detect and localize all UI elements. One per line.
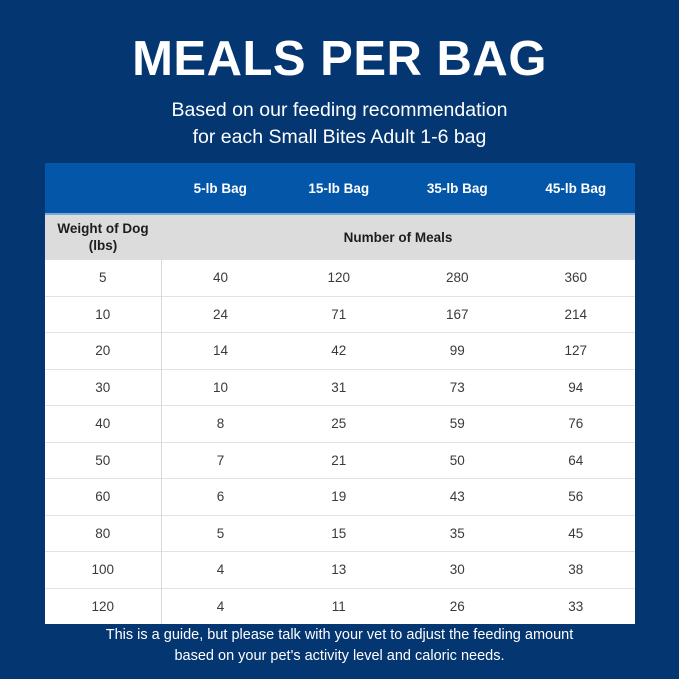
table-subheader-row: Weight of Dog (lbs) Number of Meals bbox=[45, 213, 635, 260]
cell-meals-15lb: 13 bbox=[279, 551, 398, 588]
cell-meals-15lb: 120 bbox=[279, 260, 398, 296]
page-title: MEALS PER BAG bbox=[132, 32, 547, 86]
weight-header-line-2: (lbs) bbox=[88, 237, 118, 253]
cell-meals-15lb: 42 bbox=[279, 332, 398, 369]
table-head: 5-lb Bag 15-lb Bag 35-lb Bag 45-lb Bag W… bbox=[45, 163, 635, 260]
cell-meals-35lb: 280 bbox=[398, 260, 517, 296]
cell-meals-35lb: 167 bbox=[398, 295, 517, 333]
cell-meals-15lb: 19 bbox=[279, 478, 398, 515]
cell-meals-5lb: 8 bbox=[161, 405, 280, 442]
cell-meals-45lb: 94 bbox=[516, 368, 635, 406]
table-row: 50 7 21 50 64 bbox=[45, 441, 635, 479]
table-row: 60 6 19 43 56 bbox=[45, 478, 635, 515]
table-row: 20 14 42 99 127 bbox=[45, 332, 635, 369]
cell-meals-5lb: 10 bbox=[161, 368, 280, 406]
cell-meals-15lb: 11 bbox=[279, 587, 398, 624]
cell-weight: 30 bbox=[45, 368, 162, 406]
cell-meals-35lb: 30 bbox=[398, 551, 517, 588]
cell-meals-15lb: 71 bbox=[279, 295, 398, 333]
footer-line-1: This is a guide, but please talk with yo… bbox=[105, 627, 574, 643]
cell-meals-45lb: 45 bbox=[516, 514, 635, 552]
cell-meals-35lb: 59 bbox=[398, 405, 517, 442]
cell-meals-45lb: 64 bbox=[516, 441, 635, 479]
cell-weight: 60 bbox=[45, 478, 162, 515]
cell-meals-45lb: 76 bbox=[516, 405, 635, 442]
cell-weight: 80 bbox=[45, 514, 162, 552]
cell-meals-35lb: 99 bbox=[398, 332, 517, 369]
table-row: 30 10 31 73 94 bbox=[45, 368, 635, 406]
cell-meals-45lb: 214 bbox=[516, 295, 635, 333]
cell-weight: 20 bbox=[45, 332, 162, 369]
column-header-bag-15lb: 15-lb Bag bbox=[279, 163, 398, 214]
column-header-number-of-meals: Number of Meals bbox=[161, 213, 635, 260]
table-row: 120 4 11 26 33 bbox=[45, 587, 635, 624]
cell-weight: 40 bbox=[45, 405, 162, 442]
weight-header-line-1: Weight of Dog bbox=[57, 220, 149, 236]
cell-meals-45lb: 33 bbox=[516, 587, 635, 624]
cell-meals-35lb: 50 bbox=[398, 441, 517, 479]
meals-per-bag-table: 5-lb Bag 15-lb Bag 35-lb Bag 45-lb Bag W… bbox=[45, 163, 635, 624]
column-header-bag-5lb: 5-lb Bag bbox=[161, 163, 280, 214]
cell-meals-5lb: 4 bbox=[161, 587, 280, 624]
table-row: 5 40 120 280 360 bbox=[45, 260, 635, 296]
cell-meals-5lb: 40 bbox=[161, 260, 280, 296]
cell-meals-15lb: 15 bbox=[279, 514, 398, 552]
cell-meals-5lb: 5 bbox=[161, 514, 280, 552]
footer-line-2: based on your pet's activity level and c… bbox=[174, 648, 505, 665]
cell-meals-5lb: 24 bbox=[161, 295, 280, 333]
page-subtitle: Based on our feeding recommendation for … bbox=[0, 85, 679, 150]
table-row: 100 4 13 30 38 bbox=[45, 551, 635, 588]
cell-meals-35lb: 73 bbox=[398, 368, 517, 406]
cell-meals-45lb: 38 bbox=[516, 551, 635, 588]
table-row: 40 8 25 59 76 bbox=[45, 405, 635, 442]
cell-meals-5lb: 7 bbox=[161, 441, 280, 479]
cell-meals-35lb: 43 bbox=[398, 478, 517, 515]
cell-meals-35lb: 26 bbox=[398, 587, 517, 624]
subtitle-line-2: for each Small Bites Adult 1-6 bag bbox=[192, 125, 487, 148]
footer-disclaimer: This is a guide, but please talk with yo… bbox=[0, 625, 679, 667]
cell-weight: 10 bbox=[45, 295, 162, 333]
table-row: 10 24 71 167 214 bbox=[45, 295, 635, 333]
cell-weight: 5 bbox=[45, 260, 162, 296]
cell-meals-15lb: 31 bbox=[279, 368, 398, 406]
cell-meals-45lb: 127 bbox=[516, 332, 635, 369]
column-header-weight-of-dog: Weight of Dog (lbs) bbox=[45, 213, 161, 260]
cell-meals-5lb: 6 bbox=[161, 478, 280, 515]
cell-meals-45lb: 56 bbox=[516, 478, 635, 515]
table-header-corner-blank bbox=[45, 163, 161, 214]
cell-meals-35lb: 35 bbox=[398, 514, 517, 552]
cell-weight: 100 bbox=[45, 551, 162, 588]
cell-meals-15lb: 21 bbox=[279, 441, 398, 479]
cell-meals-45lb: 360 bbox=[516, 260, 635, 296]
subtitle-line-1: Based on our feeding recommendation bbox=[171, 99, 508, 122]
cell-meals-5lb: 14 bbox=[161, 332, 280, 369]
cell-meals-5lb: 4 bbox=[161, 551, 280, 588]
table-header-row-bags: 5-lb Bag 15-lb Bag 35-lb Bag 45-lb Bag bbox=[45, 163, 635, 214]
table-row: 80 5 15 35 45 bbox=[45, 514, 635, 552]
table-body: 5 40 120 280 360 10 24 71 167 214 20 14 … bbox=[45, 260, 635, 624]
cell-weight: 50 bbox=[45, 441, 162, 479]
poster-header: MEALS PER BAG Based on our feeding recom… bbox=[0, 0, 679, 150]
cell-weight: 120 bbox=[45, 587, 162, 624]
column-header-bag-35lb: 35-lb Bag bbox=[398, 163, 517, 214]
column-header-bag-45lb: 45-lb Bag bbox=[516, 163, 635, 214]
cell-meals-15lb: 25 bbox=[279, 405, 398, 442]
